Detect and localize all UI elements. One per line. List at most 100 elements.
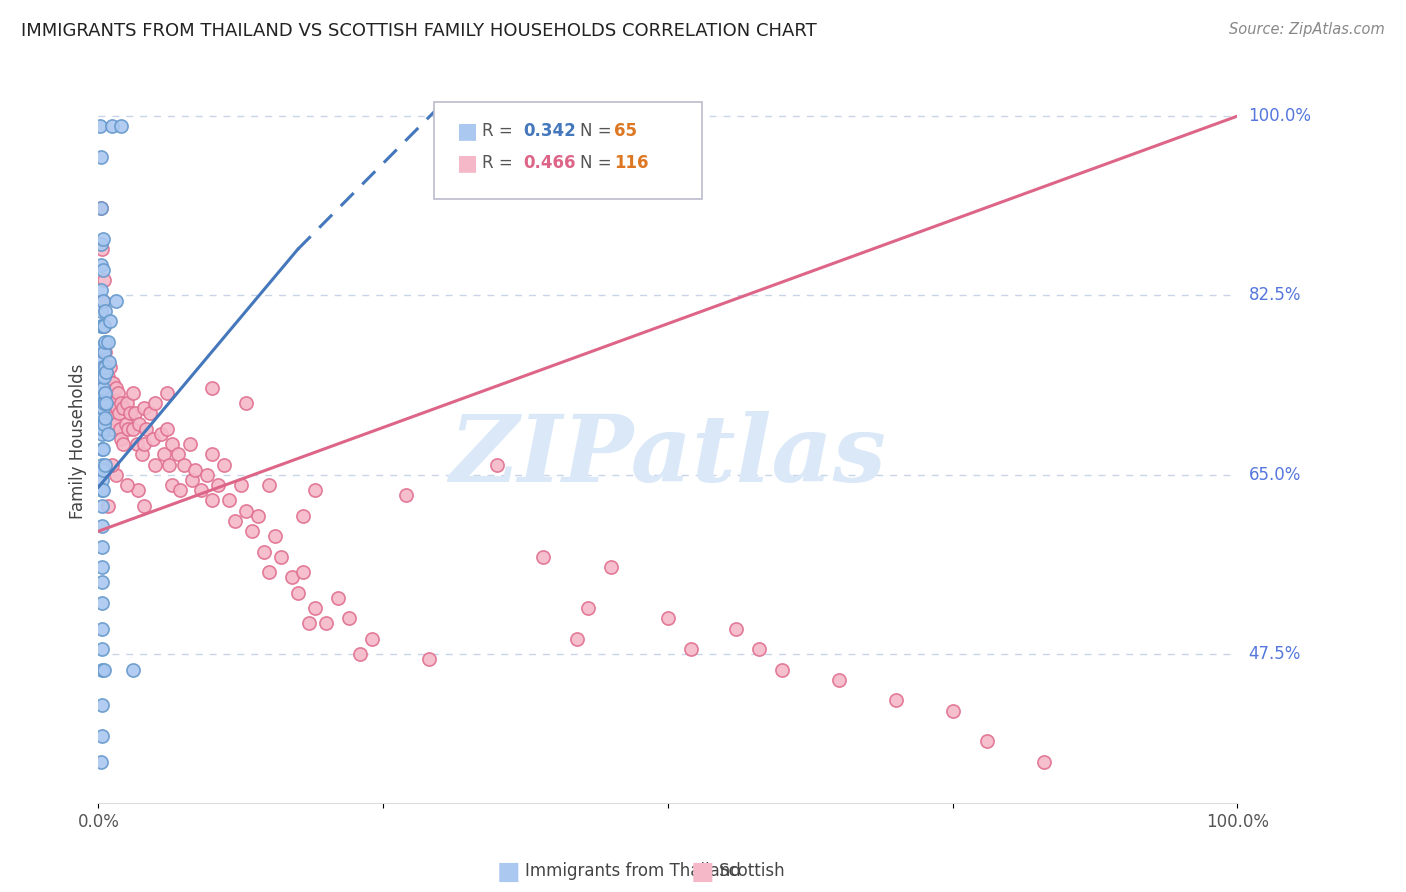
- Text: N =: N =: [581, 122, 617, 140]
- Point: [1032, 755, 1054, 769]
- Point: [89, 120, 111, 134]
- Point: [337, 611, 360, 625]
- Point: [360, 632, 382, 646]
- Text: 100.0%: 100.0%: [1249, 107, 1312, 125]
- Point: [252, 545, 274, 559]
- Point: [115, 478, 138, 492]
- Point: [281, 570, 304, 584]
- Point: [195, 467, 218, 482]
- Point: [235, 396, 257, 410]
- Point: [395, 488, 418, 502]
- Point: [287, 585, 309, 599]
- Point: [96, 396, 118, 410]
- Point: [135, 422, 157, 436]
- Point: [725, 622, 748, 636]
- Point: [90, 385, 112, 400]
- Point: [90, 575, 112, 590]
- Point: [90, 258, 112, 272]
- Point: [107, 385, 129, 400]
- Point: [108, 406, 131, 420]
- Point: [110, 120, 132, 134]
- Point: [418, 652, 440, 666]
- Point: [90, 663, 112, 677]
- Point: [90, 396, 112, 410]
- Point: [90, 202, 112, 216]
- Point: [179, 437, 201, 451]
- Point: [157, 458, 180, 472]
- Point: [132, 499, 155, 513]
- Point: [142, 432, 165, 446]
- Point: [90, 243, 112, 257]
- Point: [104, 381, 127, 395]
- Point: [90, 150, 112, 164]
- Point: [93, 344, 115, 359]
- Point: [101, 391, 124, 405]
- Point: [270, 549, 292, 564]
- Text: IMMIGRANTS FROM THAILAND VS SCOTTISH FAMILY HOUSEHOLDS CORRELATION CHART: IMMIGRANTS FROM THAILAND VS SCOTTISH FAM…: [21, 22, 817, 40]
- Point: [156, 385, 179, 400]
- Point: [101, 458, 124, 472]
- Point: [153, 447, 176, 461]
- Point: [976, 734, 998, 748]
- Point: [108, 422, 131, 436]
- Point: [93, 417, 115, 431]
- Point: [942, 704, 965, 718]
- Point: [90, 473, 112, 487]
- Point: [93, 319, 115, 334]
- Point: [90, 483, 112, 498]
- Point: [235, 504, 257, 518]
- Point: [104, 417, 127, 431]
- Point: [131, 447, 153, 461]
- Point: [90, 622, 112, 636]
- Point: [145, 458, 167, 472]
- Point: [90, 304, 112, 318]
- Point: [90, 370, 112, 384]
- Text: 0.466: 0.466: [523, 154, 575, 172]
- Point: [349, 647, 371, 661]
- Point: [93, 663, 115, 677]
- Point: [162, 478, 184, 492]
- Point: [104, 293, 127, 308]
- Point: [94, 385, 117, 400]
- Point: [828, 673, 851, 687]
- Text: ■: ■: [690, 859, 714, 883]
- Point: [93, 370, 115, 384]
- Text: 0.342: 0.342: [523, 122, 576, 140]
- Point: [90, 560, 112, 574]
- Point: [169, 483, 191, 498]
- Point: [91, 360, 114, 375]
- Point: [884, 693, 907, 707]
- Point: [90, 426, 112, 441]
- Point: [132, 437, 155, 451]
- Point: [110, 396, 132, 410]
- Point: [90, 519, 112, 533]
- Point: [218, 493, 240, 508]
- Text: Immigrants from Thailand: Immigrants from Thailand: [526, 863, 741, 880]
- Point: [180, 473, 202, 487]
- Point: [91, 381, 114, 395]
- Point: [156, 422, 179, 436]
- Point: [212, 458, 235, 472]
- Point: [96, 406, 118, 420]
- Text: R =: R =: [482, 154, 519, 172]
- FancyBboxPatch shape: [434, 102, 702, 200]
- Point: [298, 616, 321, 631]
- Point: [531, 549, 554, 564]
- Point: [93, 319, 115, 334]
- Point: [259, 565, 281, 579]
- Point: [679, 642, 702, 657]
- Point: [90, 729, 112, 743]
- Point: [120, 406, 142, 420]
- Point: [486, 458, 509, 472]
- Point: [97, 385, 120, 400]
- Point: [96, 396, 118, 410]
- Point: [132, 401, 155, 416]
- Point: [94, 411, 117, 425]
- Point: [150, 426, 173, 441]
- Point: [121, 385, 143, 400]
- Point: [264, 529, 287, 543]
- Point: [90, 458, 112, 472]
- Point: [167, 447, 190, 461]
- Text: 65: 65: [614, 122, 637, 140]
- Point: [91, 422, 114, 436]
